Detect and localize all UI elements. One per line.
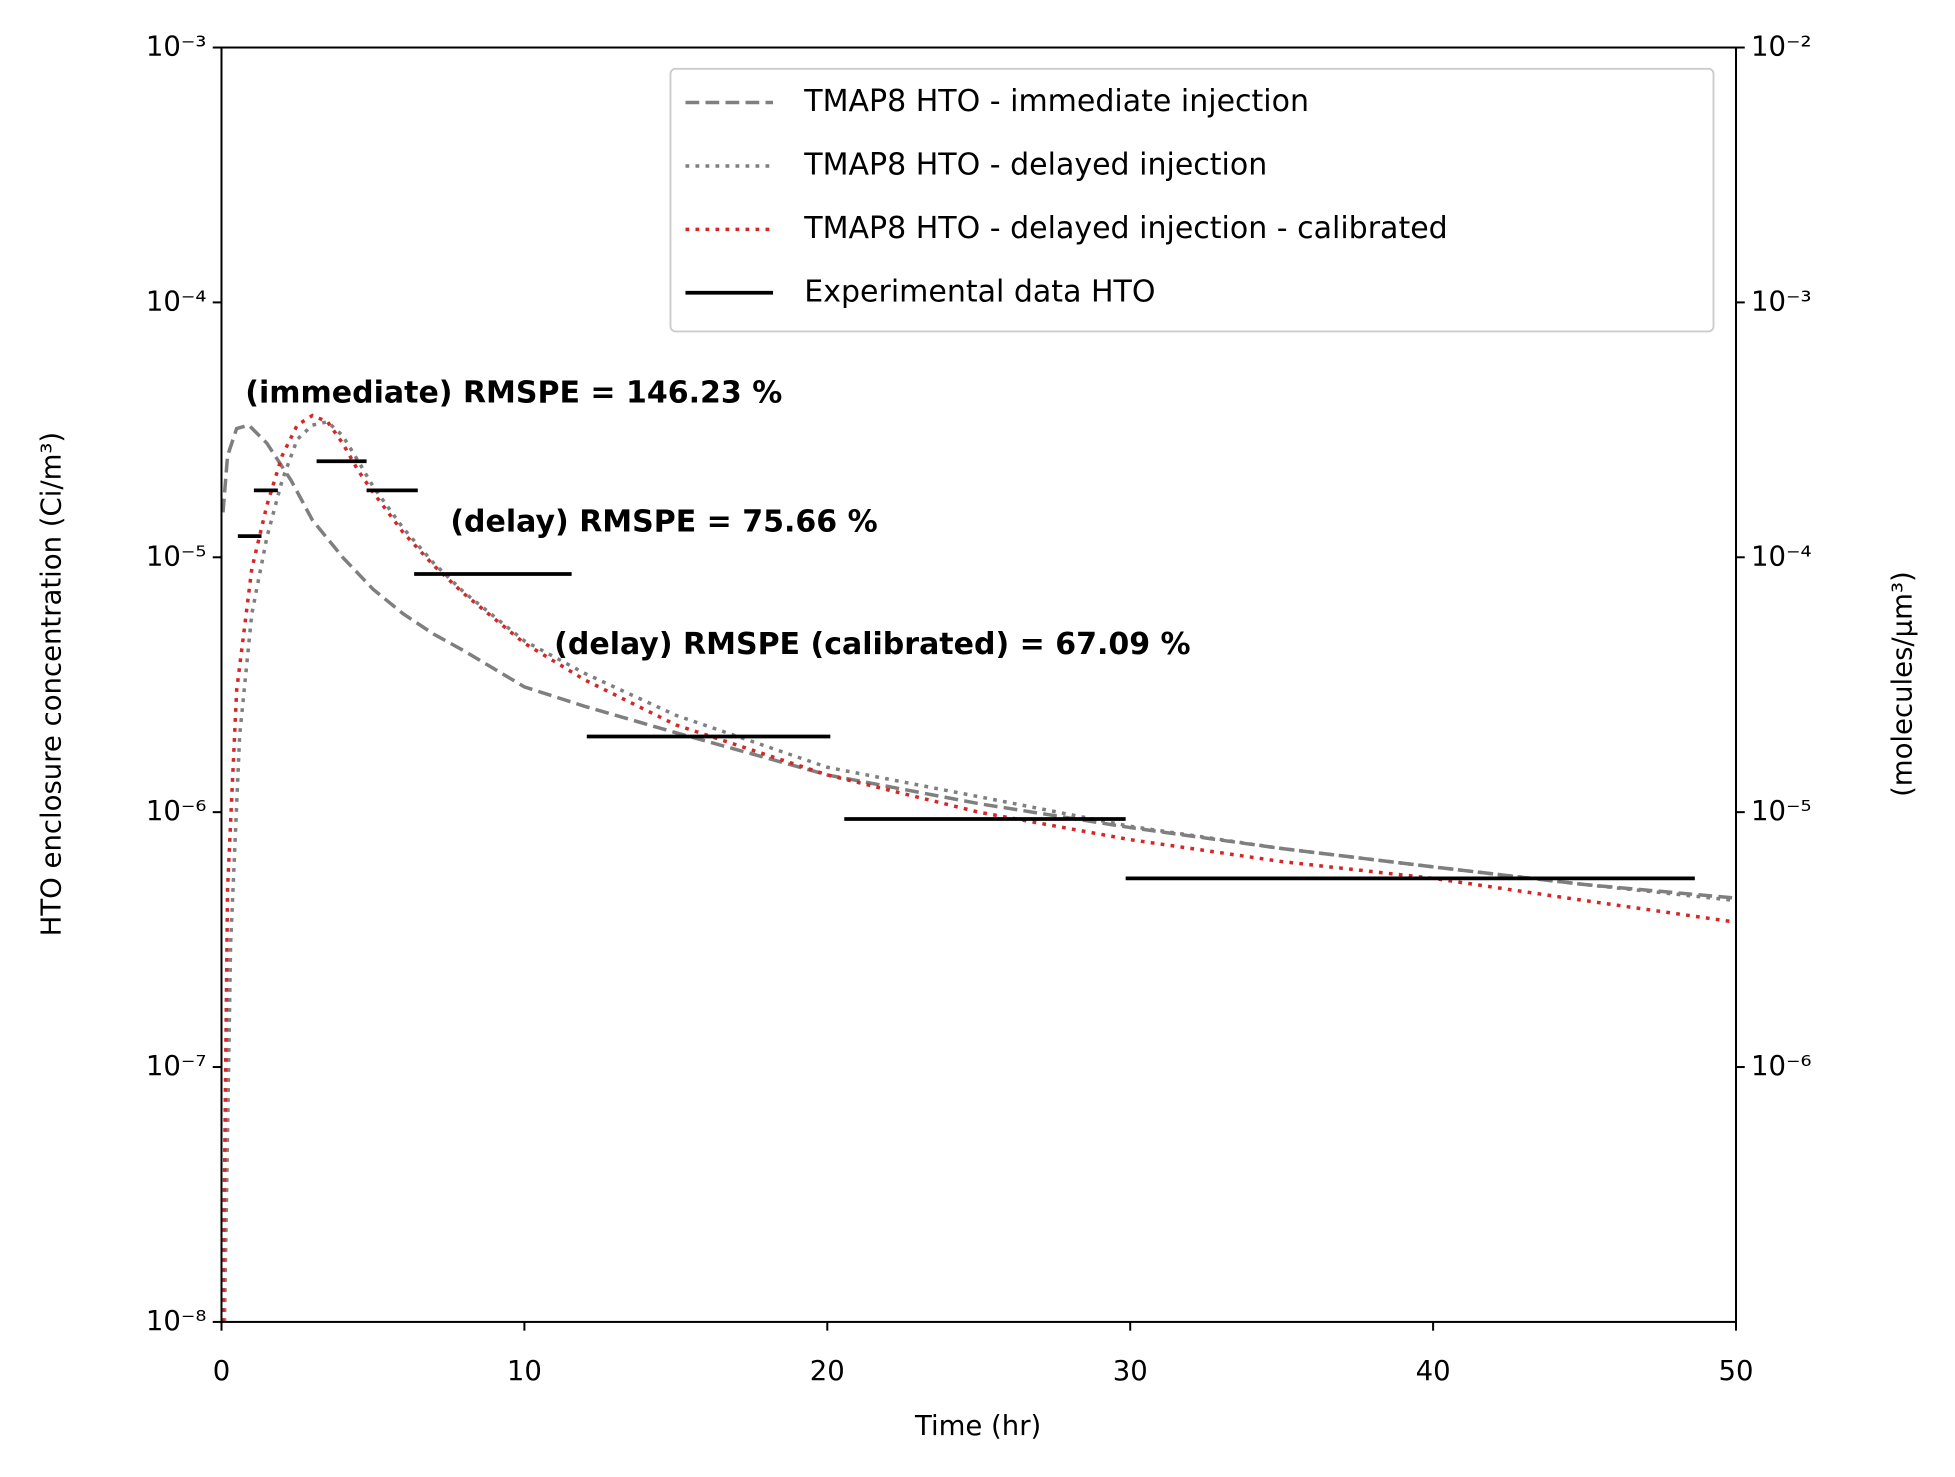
y2-tick-label: 10⁻⁴ [1751, 540, 1812, 572]
x-axis-label: Time (hr) [914, 1410, 1041, 1442]
y2-tick-label: 10⁻⁶ [1751, 1050, 1812, 1082]
y-tick-label: 10⁻³ [146, 31, 207, 63]
plot-frame [220, 46, 1738, 1323]
y-tick-label: 10⁻⁵ [146, 540, 207, 572]
x-tick-label: 0 [213, 1355, 231, 1387]
y2-tick-label: 10⁻³ [1751, 285, 1812, 317]
series-line [221, 423, 1737, 900]
y-tick-label: 10⁻⁴ [146, 285, 207, 317]
y-tick-label: 10⁻⁸ [146, 1305, 207, 1337]
legend-label: Experimental data HTO [804, 274, 1155, 309]
y-tick-label: 10⁻⁶ [146, 795, 207, 827]
annotation: (delay) RMSPE (calibrated) = 67.09 % [554, 627, 1190, 662]
series-line [237, 459, 1695, 881]
plot-lines [221, 413, 1737, 1322]
x-tick-label: 50 [1719, 1355, 1754, 1387]
legend-label: TMAP8 HTO - delayed injection [803, 147, 1267, 182]
legend-label: TMAP8 HTO - immediate injection [803, 84, 1309, 119]
y2-axis-label: (molecules/μm³) [1887, 571, 1919, 797]
y2-tick-label: 10⁻² [1751, 31, 1812, 63]
legend-box [669, 67, 1715, 333]
annotation: (delay) RMSPE = 75.66 % [450, 504, 877, 539]
series-line [222, 419, 1737, 1322]
x-tick-label: 10 [507, 1355, 542, 1387]
x-tick-label: 40 [1416, 1355, 1451, 1387]
annotation: (immediate) RMSPE = 146.23 % [245, 375, 782, 410]
x-tick-label: 20 [810, 1355, 845, 1387]
y2-tick-label: 10⁻⁵ [1751, 795, 1812, 827]
y-axis-label: HTO enclosure concentration (Ci/m³) [36, 432, 68, 937]
legend-label: TMAP8 HTO - delayed injection - calibrat… [803, 211, 1447, 246]
series-line [221, 413, 1737, 1322]
x-tick-label: 30 [1113, 1355, 1148, 1387]
y-tick-label: 10⁻⁷ [146, 1050, 207, 1082]
